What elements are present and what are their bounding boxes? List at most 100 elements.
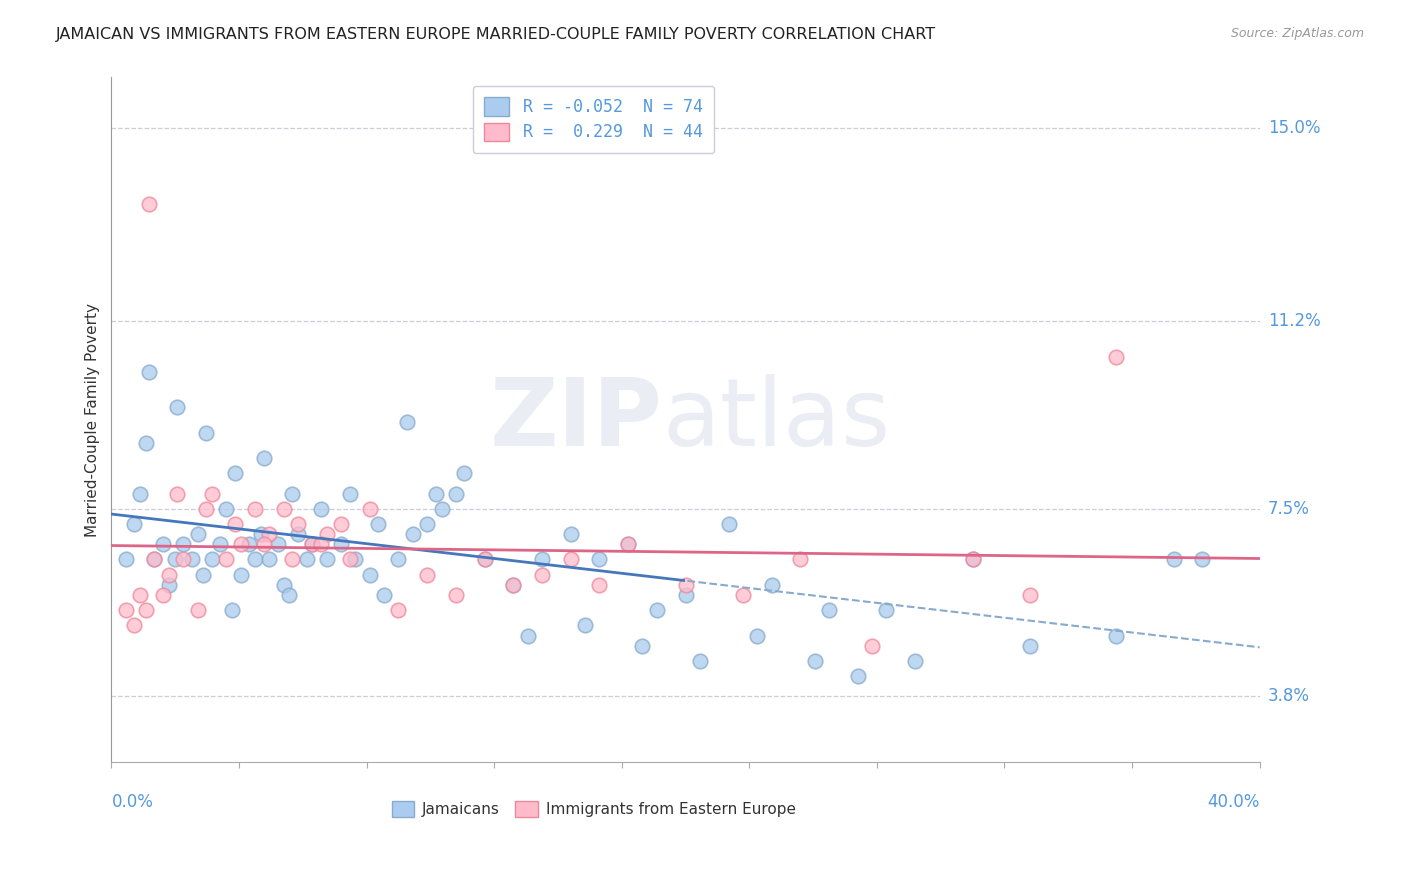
Point: [166, 401, 188, 415]
Point: [157, 567, 180, 582]
Point: [530, 552, 553, 566]
Point: [259, 552, 281, 566]
Point: [502, 578, 524, 592]
Point: [315, 552, 337, 566]
Point: [114, 603, 136, 617]
Point: [617, 537, 640, 551]
Point: [803, 654, 825, 668]
Text: 3.8%: 3.8%: [1268, 688, 1310, 706]
Point: [588, 552, 610, 566]
Text: 7.5%: 7.5%: [1268, 500, 1310, 517]
Point: [860, 639, 883, 653]
Text: 15.0%: 15.0%: [1268, 120, 1320, 137]
Point: [129, 588, 152, 602]
Point: [193, 567, 215, 582]
Text: 11.2%: 11.2%: [1268, 312, 1320, 330]
Point: [359, 567, 381, 582]
Point: [387, 552, 409, 566]
Y-axis label: Married-Couple Family Poverty: Married-Couple Family Poverty: [86, 303, 100, 537]
Point: [761, 578, 783, 592]
Text: 40.0%: 40.0%: [1208, 793, 1260, 811]
Point: [717, 516, 740, 531]
Point: [281, 552, 304, 566]
Point: [962, 552, 984, 566]
Point: [238, 537, 260, 551]
Point: [444, 588, 467, 602]
Point: [330, 537, 353, 551]
Point: [416, 567, 439, 582]
Point: [474, 552, 496, 566]
Point: [229, 567, 252, 582]
Point: [387, 603, 409, 617]
Point: [195, 501, 218, 516]
Point: [152, 537, 174, 551]
Point: [221, 603, 243, 617]
Point: [1191, 552, 1213, 566]
Point: [135, 603, 157, 617]
Point: [209, 537, 232, 551]
Point: [396, 416, 419, 430]
Point: [588, 578, 610, 592]
Point: [1019, 639, 1042, 653]
Point: [1163, 552, 1185, 566]
Point: [259, 527, 281, 541]
Point: [560, 527, 582, 541]
Point: [243, 552, 266, 566]
Point: [1105, 629, 1128, 643]
Point: [201, 486, 224, 500]
Point: [904, 654, 927, 668]
Point: [163, 552, 186, 566]
Point: [166, 486, 188, 500]
Point: [186, 527, 208, 541]
Point: [689, 654, 711, 668]
Point: [195, 425, 218, 440]
Point: [273, 501, 295, 516]
Point: [124, 516, 146, 531]
Point: [281, 486, 304, 500]
Point: [675, 578, 697, 592]
Point: [474, 552, 496, 566]
Point: [309, 537, 332, 551]
Point: [359, 501, 381, 516]
Point: [224, 467, 246, 481]
Point: [301, 537, 323, 551]
Text: atlas: atlas: [662, 374, 891, 466]
Point: [224, 516, 246, 531]
Point: [617, 537, 640, 551]
Point: [1105, 350, 1128, 364]
Point: [143, 552, 166, 566]
Point: [186, 603, 208, 617]
Text: Source: ZipAtlas.com: Source: ZipAtlas.com: [1230, 27, 1364, 40]
Point: [138, 197, 160, 211]
Point: [252, 450, 274, 465]
Point: [425, 486, 447, 500]
Point: [731, 588, 754, 602]
Point: [315, 527, 337, 541]
Point: [453, 467, 475, 481]
Point: [444, 486, 467, 500]
Point: [180, 552, 202, 566]
Text: ZIP: ZIP: [489, 374, 662, 466]
Point: [309, 501, 332, 516]
Text: JAMAICAN VS IMMIGRANTS FROM EASTERN EUROPE MARRIED-COUPLE FAMILY POVERTY CORRELA: JAMAICAN VS IMMIGRANTS FROM EASTERN EURO…: [56, 27, 936, 42]
Point: [267, 537, 290, 551]
Point: [129, 486, 152, 500]
Point: [818, 603, 841, 617]
Point: [367, 516, 389, 531]
Point: [229, 537, 252, 551]
Point: [339, 486, 361, 500]
Point: [143, 552, 166, 566]
Point: [287, 516, 309, 531]
Point: [875, 603, 897, 617]
Point: [344, 552, 367, 566]
Point: [201, 552, 224, 566]
Text: 0.0%: 0.0%: [111, 793, 153, 811]
Point: [124, 618, 146, 632]
Point: [962, 552, 984, 566]
Point: [215, 501, 238, 516]
Point: [152, 588, 174, 602]
Point: [157, 578, 180, 592]
Point: [560, 552, 582, 566]
Point: [330, 516, 353, 531]
Point: [287, 527, 309, 541]
